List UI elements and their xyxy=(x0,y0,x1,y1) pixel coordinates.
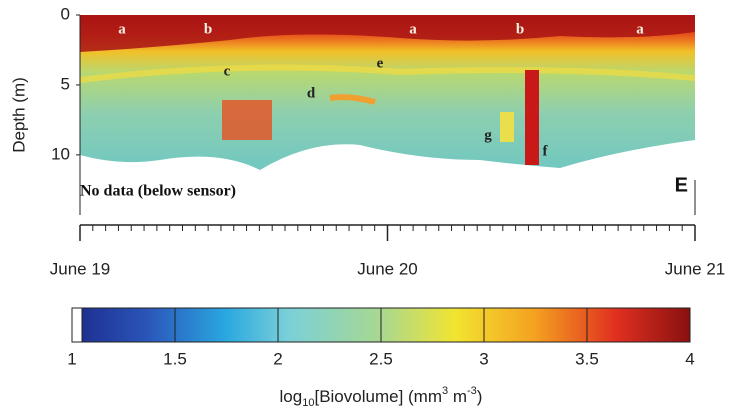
x-tick-label: June 20 xyxy=(357,259,418,278)
annotation: No data (below sensor) xyxy=(80,183,236,200)
colorbar-tick-label: 3 xyxy=(479,349,488,368)
colorbar-tick-label: 1.5 xyxy=(163,349,187,368)
y-tick-label: 10 xyxy=(51,144,70,163)
annotation: a xyxy=(636,21,644,37)
colorbar-label-part: 3 xyxy=(442,385,448,397)
colorbar-label: log10[Biovolume] (mm3 m-3) xyxy=(280,385,483,409)
annotation: a xyxy=(409,21,417,37)
annotation: f xyxy=(543,143,549,159)
colorbar-label-part: log xyxy=(280,387,303,406)
colorbar-tick-label: 3.5 xyxy=(575,349,599,368)
annotation: a xyxy=(118,21,126,37)
annotation: b xyxy=(204,21,212,37)
colorbar-tick-label: 2.5 xyxy=(369,349,393,368)
annotation: g xyxy=(484,127,492,143)
colorbar-label-part: m xyxy=(448,387,467,406)
y-tick-label: 5 xyxy=(61,74,70,93)
colorbar-tick-label: 1 xyxy=(67,349,76,368)
colorbar-white xyxy=(71,307,83,343)
colorbar-label-part: [Biovolume] (mm xyxy=(314,387,442,406)
annotation: c xyxy=(224,63,231,79)
minor-ticks xyxy=(79,225,696,231)
heatmap-field xyxy=(79,15,696,215)
colorbar-label-part: ) xyxy=(477,387,483,406)
annotation: E xyxy=(675,174,688,196)
y-tick-label: 0 xyxy=(61,4,70,23)
y-axis-label: Depth (m) xyxy=(9,77,28,153)
colorbar-label-part: 10 xyxy=(302,397,314,409)
colorbar-label-part: -3 xyxy=(467,385,477,397)
annotation: d xyxy=(307,85,316,101)
x-tick-label: June 21 xyxy=(665,259,726,278)
annotation: b xyxy=(516,21,524,37)
colorbar-tick-label: 2 xyxy=(273,349,282,368)
annotation: e xyxy=(377,55,384,71)
colorbar-tick-label: 4 xyxy=(685,349,694,368)
x-tick-label: June 19 xyxy=(50,259,111,278)
